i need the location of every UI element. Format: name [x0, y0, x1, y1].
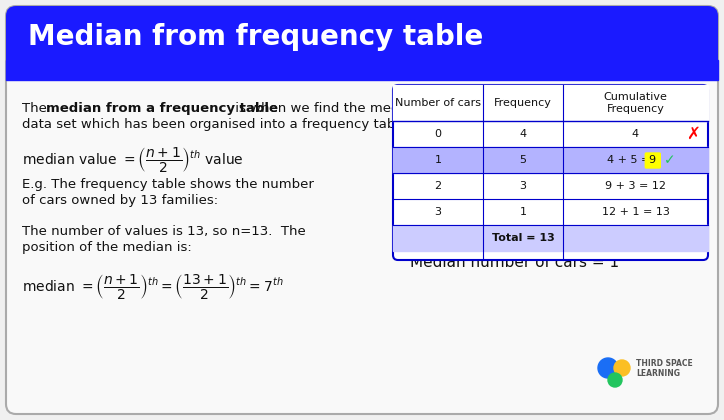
Text: 2: 2	[434, 181, 442, 191]
Circle shape	[614, 360, 630, 376]
Text: ✓: ✓	[665, 153, 676, 167]
Text: position of the median is:: position of the median is:	[22, 241, 192, 254]
Text: is when we find the median average from a: is when we find the median average from …	[231, 102, 526, 115]
FancyBboxPatch shape	[645, 153, 660, 168]
Bar	[393, 147, 708, 173]
Text: Total = 13: Total = 13	[492, 233, 555, 243]
Text: 4: 4	[519, 129, 526, 139]
FancyBboxPatch shape	[6, 6, 718, 414]
Text: of cars owned by 13 families:: of cars owned by 13 families:	[22, 194, 218, 207]
Text: 3: 3	[520, 181, 526, 191]
Text: median from a frequency table: median from a frequency table	[46, 102, 278, 115]
FancyBboxPatch shape	[393, 85, 708, 260]
Text: LEARNING: LEARNING	[636, 368, 680, 378]
FancyBboxPatch shape	[6, 6, 718, 80]
Text: 0: 0	[434, 129, 442, 139]
Text: Cumulative
Frequency: Cumulative Frequency	[604, 92, 668, 114]
Text: Number of cars: Number of cars	[395, 98, 481, 108]
Text: 3: 3	[434, 207, 442, 217]
Text: Frequency: Frequency	[494, 98, 552, 108]
Text: The: The	[22, 102, 51, 115]
Text: median $= \left(\dfrac{n+1}{2}\right)^{th} = \left(\dfrac{13+1}{2}\right)^{th} =: median $= \left(\dfrac{n+1}{2}\right)^{t…	[22, 272, 284, 301]
Text: 5: 5	[520, 155, 526, 165]
Circle shape	[608, 373, 622, 387]
Text: Median number of cars = 1: Median number of cars = 1	[410, 255, 619, 270]
Circle shape	[598, 358, 618, 378]
Text: The number of values is 13, so n=13.  The: The number of values is 13, so n=13. The	[22, 225, 306, 238]
Text: data set which has been organised into a frequency table.: data set which has been organised into a…	[22, 118, 411, 131]
Bar	[6, 60, 718, 80]
Bar	[393, 85, 708, 121]
Text: ✗: ✗	[686, 125, 700, 143]
Text: median value $= \left(\dfrac{n+1}{2}\right)^{th}$ value: median value $= \left(\dfrac{n+1}{2}\rig…	[22, 145, 244, 174]
Text: E.g. The frequency table shows the number: E.g. The frequency table shows the numbe…	[22, 178, 314, 191]
Text: 9 + 3 = 12: 9 + 3 = 12	[605, 181, 666, 191]
Bar	[393, 225, 708, 251]
Text: Median from frequency table: Median from frequency table	[28, 23, 483, 51]
Text: 1: 1	[520, 207, 526, 217]
Text: 1: 1	[434, 155, 442, 165]
Text: 4 + 5 =: 4 + 5 =	[607, 155, 654, 165]
Text: 4: 4	[632, 129, 639, 139]
Text: 9: 9	[649, 155, 656, 165]
Text: 12 + 1 = 13: 12 + 1 = 13	[602, 207, 670, 217]
Text: THIRD SPACE: THIRD SPACE	[636, 360, 693, 368]
